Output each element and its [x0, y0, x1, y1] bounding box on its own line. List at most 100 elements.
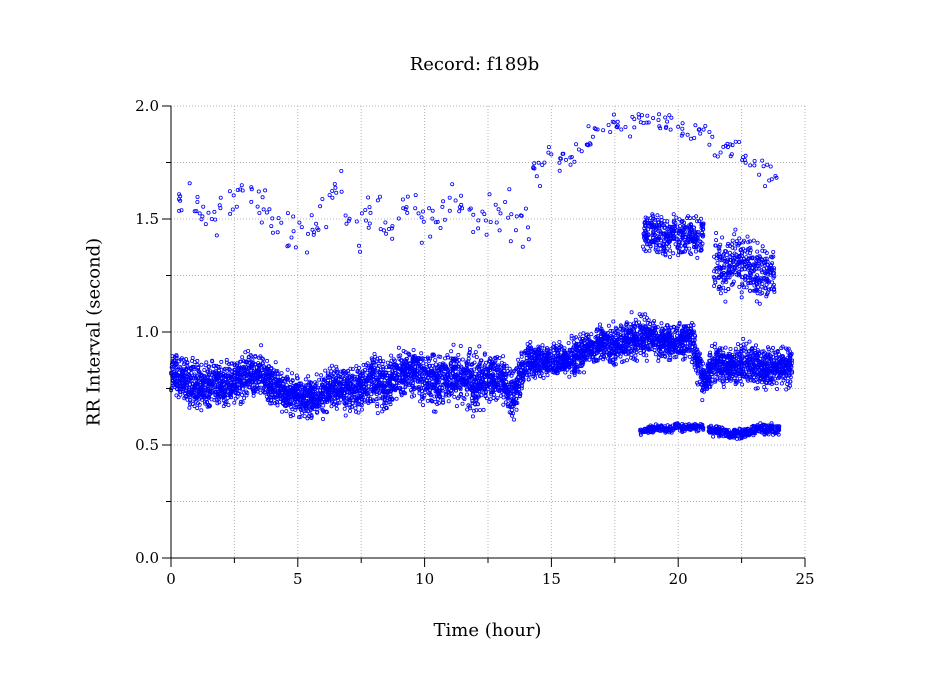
data-point: [528, 339, 533, 344]
data-point: [366, 400, 371, 405]
data-point: [519, 362, 524, 367]
data-point: [537, 368, 542, 373]
data-point: [580, 346, 585, 351]
data-point: [507, 366, 512, 371]
data-point: [488, 367, 493, 372]
data-point: [640, 325, 645, 330]
data-point: [341, 395, 346, 400]
data-point: [643, 312, 648, 317]
data-point: [578, 352, 583, 357]
data-point: [717, 375, 722, 380]
data-point: [424, 378, 429, 383]
data-point: [738, 379, 743, 384]
data-point: [569, 333, 574, 338]
data-point: [338, 397, 343, 402]
data-point: [492, 360, 497, 365]
data-point: [496, 364, 501, 369]
data-point: [502, 381, 507, 386]
data-point: [269, 392, 274, 397]
data-point: [674, 354, 679, 359]
data-point: [736, 351, 741, 356]
data-point: [666, 331, 671, 336]
data-point: [258, 390, 263, 395]
data-point: [213, 375, 218, 380]
data-point: [652, 319, 657, 324]
data-point: [177, 375, 182, 380]
data-point: [397, 356, 402, 361]
data-point: [338, 387, 343, 392]
data-point: [689, 331, 694, 336]
data-point: [478, 386, 483, 391]
data-point: [412, 393, 417, 398]
data-point: [348, 366, 353, 371]
data-point: [592, 351, 597, 356]
data-point: [625, 336, 630, 341]
data-point: [435, 383, 440, 388]
data-point: [705, 381, 710, 386]
data-point: [290, 386, 295, 391]
data-point: [302, 385, 307, 390]
data-point: [227, 362, 232, 367]
data-point: [293, 402, 298, 407]
data-point: [184, 366, 189, 371]
data-point: [563, 370, 568, 375]
data-point: [693, 352, 698, 357]
data-point: [473, 379, 478, 384]
data-point: [372, 369, 377, 374]
data-point: [372, 367, 377, 372]
data-point: [471, 353, 476, 358]
data-point: [429, 371, 434, 376]
data-point: [354, 397, 359, 402]
data-point: [361, 381, 366, 386]
data-point: [335, 369, 340, 374]
data-point: [582, 354, 587, 359]
data-point: [246, 379, 251, 384]
data-point: [469, 385, 474, 390]
data-point: [705, 363, 710, 368]
data-point: [425, 385, 430, 390]
data-point: [651, 343, 656, 348]
data-point: [572, 362, 577, 367]
data-point: [702, 378, 707, 383]
data-point: [601, 354, 606, 359]
data-point: [727, 356, 732, 361]
data-point: [459, 364, 464, 369]
data-point: [384, 406, 389, 411]
data-point: [679, 350, 684, 355]
data-point: [406, 374, 411, 379]
data-point: [692, 329, 697, 334]
data-point: [728, 352, 733, 357]
data-point: [444, 393, 449, 398]
data-point: [415, 379, 420, 384]
data-point: [349, 376, 354, 381]
data-point: [227, 391, 232, 396]
data-point: [652, 329, 657, 334]
data-point: [264, 366, 269, 371]
data-point: [348, 387, 353, 392]
data-point: [499, 387, 504, 392]
data-point: [183, 388, 188, 393]
data-point: [639, 314, 644, 319]
data-point: [657, 348, 662, 353]
data-point: [575, 355, 580, 360]
data-point: [329, 363, 334, 368]
data-point: [495, 355, 500, 360]
data-point: [221, 398, 226, 403]
data-point: [481, 407, 486, 412]
data-point: [393, 370, 398, 375]
data-point: [320, 416, 325, 421]
data-point: [710, 357, 715, 362]
data-point: [466, 356, 471, 361]
data-point: [234, 363, 239, 368]
x-axis-label: Time (hour): [433, 620, 542, 641]
data-point: [433, 399, 438, 404]
data-point: [273, 401, 278, 406]
data-point: [664, 323, 669, 328]
data-point: [274, 377, 279, 382]
data-point: [642, 345, 647, 350]
data-point: [417, 388, 422, 393]
data-point: [450, 371, 455, 376]
data-point: [512, 402, 517, 407]
data-point: [581, 360, 586, 365]
data-point: [174, 356, 179, 361]
